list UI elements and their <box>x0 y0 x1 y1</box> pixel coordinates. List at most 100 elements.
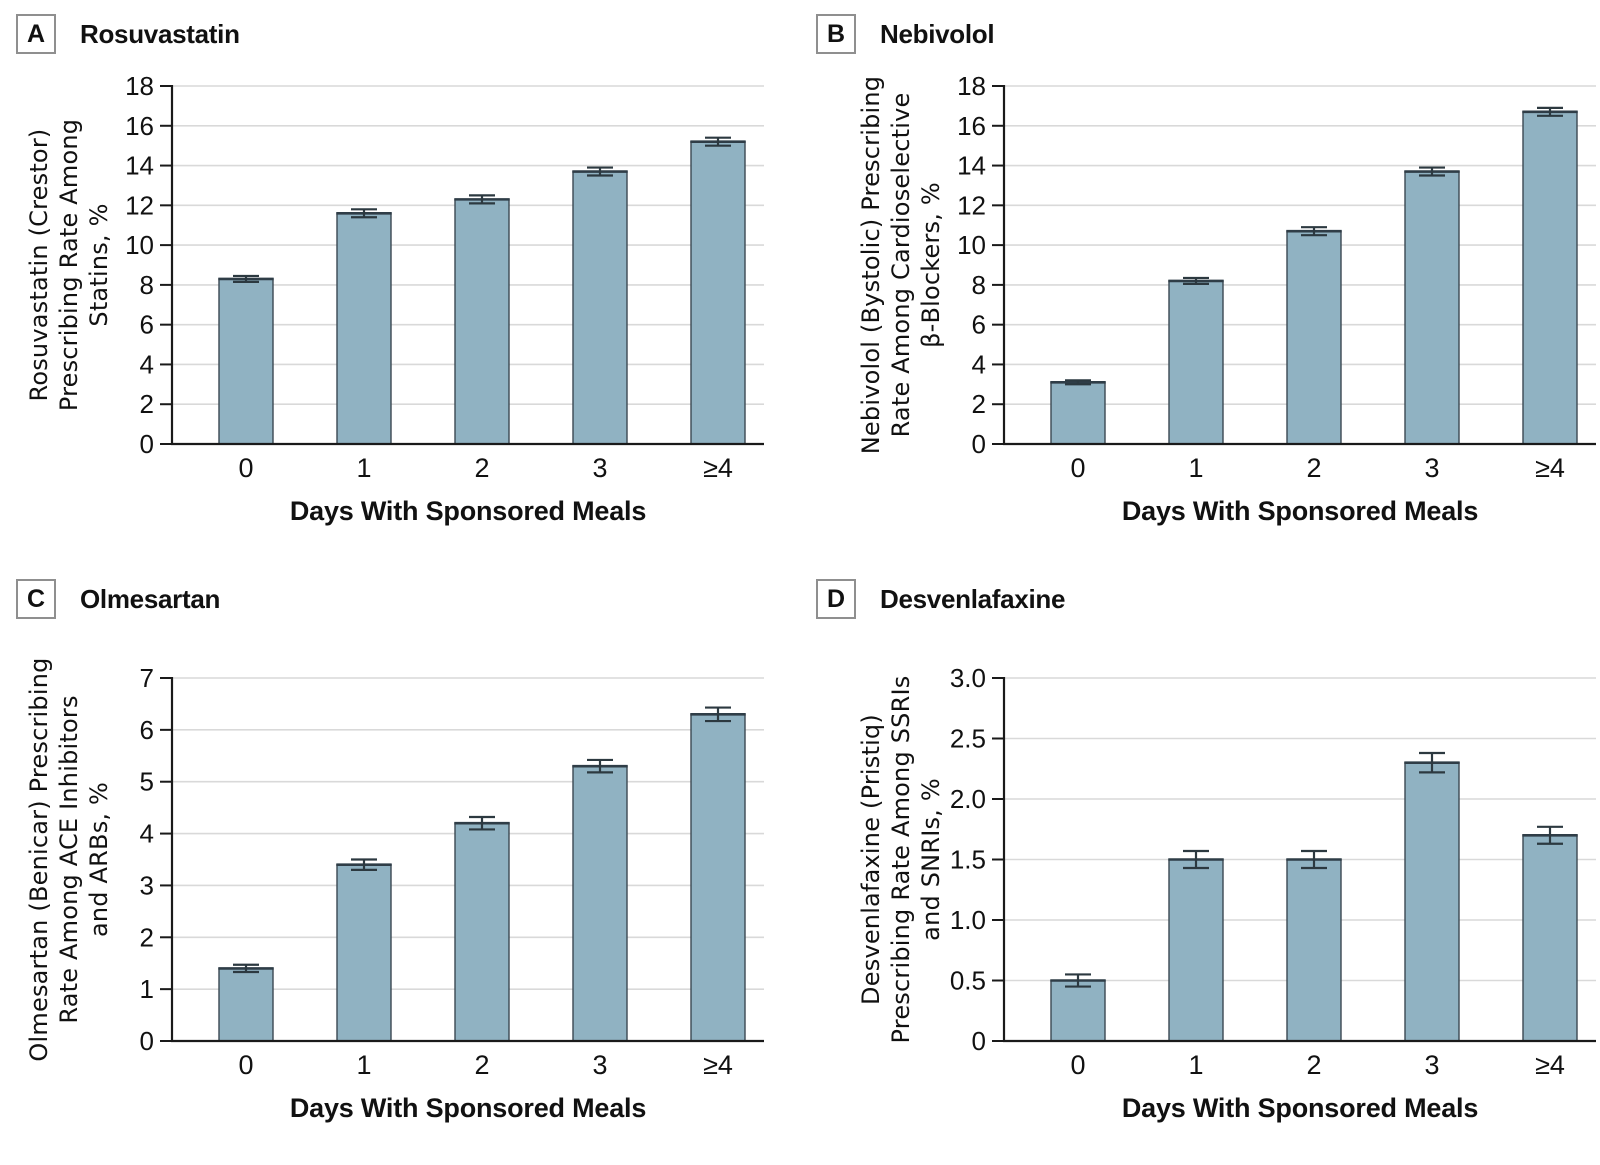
y-axis-title-line: Nebivolol (Bystolic) Prescribing <box>857 76 885 454</box>
x-tick-label: 0 <box>238 1050 253 1080</box>
panel-header: D Desvenlafaxine <box>800 565 1600 621</box>
panel-b-nebivolol: B Nebivolol 0 1 2 3 ≥4 0 2 4 6 8 10 12 14 16 18 Days Wi… <box>800 0 1600 565</box>
x-tick-label: 0 <box>238 453 253 483</box>
y-axis-title-line: Prescribing Rate Among SSRIs <box>887 676 915 1044</box>
y-tick-label: 16 <box>957 111 986 141</box>
bar <box>1168 280 1224 445</box>
panel-header: B Nebivolol <box>800 0 1600 56</box>
bar <box>1050 979 1106 1042</box>
panel-letter-box: B <box>816 14 856 54</box>
panel-title: Rosuvastatin <box>80 18 240 49</box>
x-axis-title: Days With Sponsored Meals <box>1122 496 1478 526</box>
chart-d-desvenlafaxine: 0 1 2 3 ≥4 0 0.5 1.0 1.5 2.0 2.5 3.0 Days With Spons… <box>857 663 1596 1123</box>
panel-a-rosuvastatin: A Rosuvastatin 0 1 2 3 ≥4 0 2 4 6 8 10 12 14 16 18 Days… <box>0 0 800 565</box>
x-tick-label: 2 <box>474 1050 489 1080</box>
x-tick-label: 2 <box>474 453 489 483</box>
bar <box>454 198 510 445</box>
panel-letter-box: C <box>16 579 56 619</box>
y-tick-label: 12 <box>957 190 986 220</box>
bar <box>690 140 746 445</box>
panel-title: Nebivolol <box>880 18 995 49</box>
y-tick-label: 4 <box>140 819 154 849</box>
y-tick-label: 12 <box>125 190 154 220</box>
y-tick-label: 8 <box>140 270 154 300</box>
x-axis-title: Days With Sponsored Meals <box>290 496 646 526</box>
bar <box>1286 858 1342 1042</box>
x-tick-label: ≥4 <box>703 453 733 483</box>
chart-c-olmesartan: 0 1 2 3 ≥4 0 1 2 3 4 5 6 7 Days With Sponsored Meals O… <box>25 657 764 1123</box>
y-tick-label: 1 <box>140 974 154 1004</box>
y-tick-label: 2 <box>140 922 154 952</box>
y-tick-label: 18 <box>957 71 986 101</box>
y-tick-label: 16 <box>125 111 154 141</box>
bar <box>1522 834 1578 1042</box>
y-tick-label: 4 <box>140 349 154 379</box>
x-tick-label: ≥4 <box>703 1050 733 1080</box>
bar <box>690 713 746 1042</box>
y-axis-title-line: and ARBs, % <box>85 782 113 937</box>
panel-letter-box: A <box>16 14 56 54</box>
y-tick-label: 0.5 <box>950 966 986 996</box>
y-axis-title-line: Rate Among ACE Inhibitors <box>55 695 83 1023</box>
x-tick-label: 1 <box>356 453 371 483</box>
panel-header: C Olmesartan <box>0 565 800 621</box>
y-axis-title-line: Statins, % <box>85 203 113 326</box>
y-axis-title: Desvenlafaxine (Pristiq) Prescribing Rate… <box>857 676 945 1044</box>
y-tick-label: 0 <box>140 429 154 459</box>
bar <box>336 863 392 1042</box>
bar <box>1050 381 1106 445</box>
y-axis-title-line: Olmesartan (Benicar) Prescribing <box>25 657 53 1061</box>
x-tick-label: 3 <box>592 453 607 483</box>
bar <box>572 765 628 1042</box>
x-tick-label: 3 <box>592 1050 607 1080</box>
y-axis-title-line: β-Blockers, % <box>917 182 945 348</box>
y-axis-title-line: Rate Among Cardioselective <box>887 93 915 438</box>
x-tick-label: 0 <box>1070 1050 1085 1080</box>
y-tick-label: 3.0 <box>950 663 986 693</box>
x-axis-title: Days With Sponsored Meals <box>290 1093 646 1123</box>
y-axis-title-line: and SNRIs, % <box>917 778 945 941</box>
y-tick-label: 3 <box>140 870 154 900</box>
y-tick-label: 18 <box>125 71 154 101</box>
y-axis-title: Olmesartan (Benicar) Prescribing Rate Amo… <box>25 657 113 1061</box>
y-tick-label: 0 <box>140 1026 154 1056</box>
y-tick-label: 5 <box>140 767 154 797</box>
bar <box>218 278 274 445</box>
y-tick-label: 8 <box>972 270 986 300</box>
panel-title: Olmesartan <box>80 583 221 614</box>
x-tick-label: 1 <box>1188 453 1203 483</box>
y-tick-label: 10 <box>957 230 986 260</box>
y-axis-title-line: Prescribing Rate Among <box>55 119 83 411</box>
y-tick-label: 14 <box>957 151 986 181</box>
y-tick-label: 7 <box>140 663 154 693</box>
y-axis-title-line: Desvenlafaxine (Pristiq) <box>857 714 885 1005</box>
y-tick-label: 6 <box>140 310 154 340</box>
x-tick-label: 0 <box>1070 453 1085 483</box>
x-tick-label: ≥4 <box>1535 453 1565 483</box>
bar <box>336 212 392 445</box>
y-axis-title: Rosuvastatin (Crestor) Prescribing Rate A… <box>25 119 113 411</box>
panel-header: A Rosuvastatin <box>0 0 800 56</box>
y-tick-label: 2 <box>972 389 986 419</box>
panel-c-olmesartan: C Olmesartan 0 1 2 3 ≥4 0 1 2 3 4 5 6 7 Days With Spo… <box>0 565 800 1165</box>
panel-letter-box: D <box>816 579 856 619</box>
bar <box>572 170 628 445</box>
bar <box>1404 170 1460 445</box>
x-tick-label: 1 <box>1188 1050 1203 1080</box>
x-tick-label: 2 <box>1306 1050 1321 1080</box>
y-tick-label: 1.0 <box>950 905 986 935</box>
y-tick-label: 6 <box>140 715 154 745</box>
x-tick-label: ≥4 <box>1535 1050 1565 1080</box>
bar <box>1286 230 1342 445</box>
x-tick-label: 2 <box>1306 453 1321 483</box>
y-tick-label: 2 <box>140 389 154 419</box>
y-axis-title: Nebivolol (Bystolic) Prescribing Rate Amo… <box>857 76 945 454</box>
y-tick-label: 0 <box>972 429 986 459</box>
y-tick-label: 4 <box>972 349 986 379</box>
x-tick-label: 1 <box>356 1050 371 1080</box>
bar <box>1404 761 1460 1042</box>
bar <box>1522 111 1578 445</box>
